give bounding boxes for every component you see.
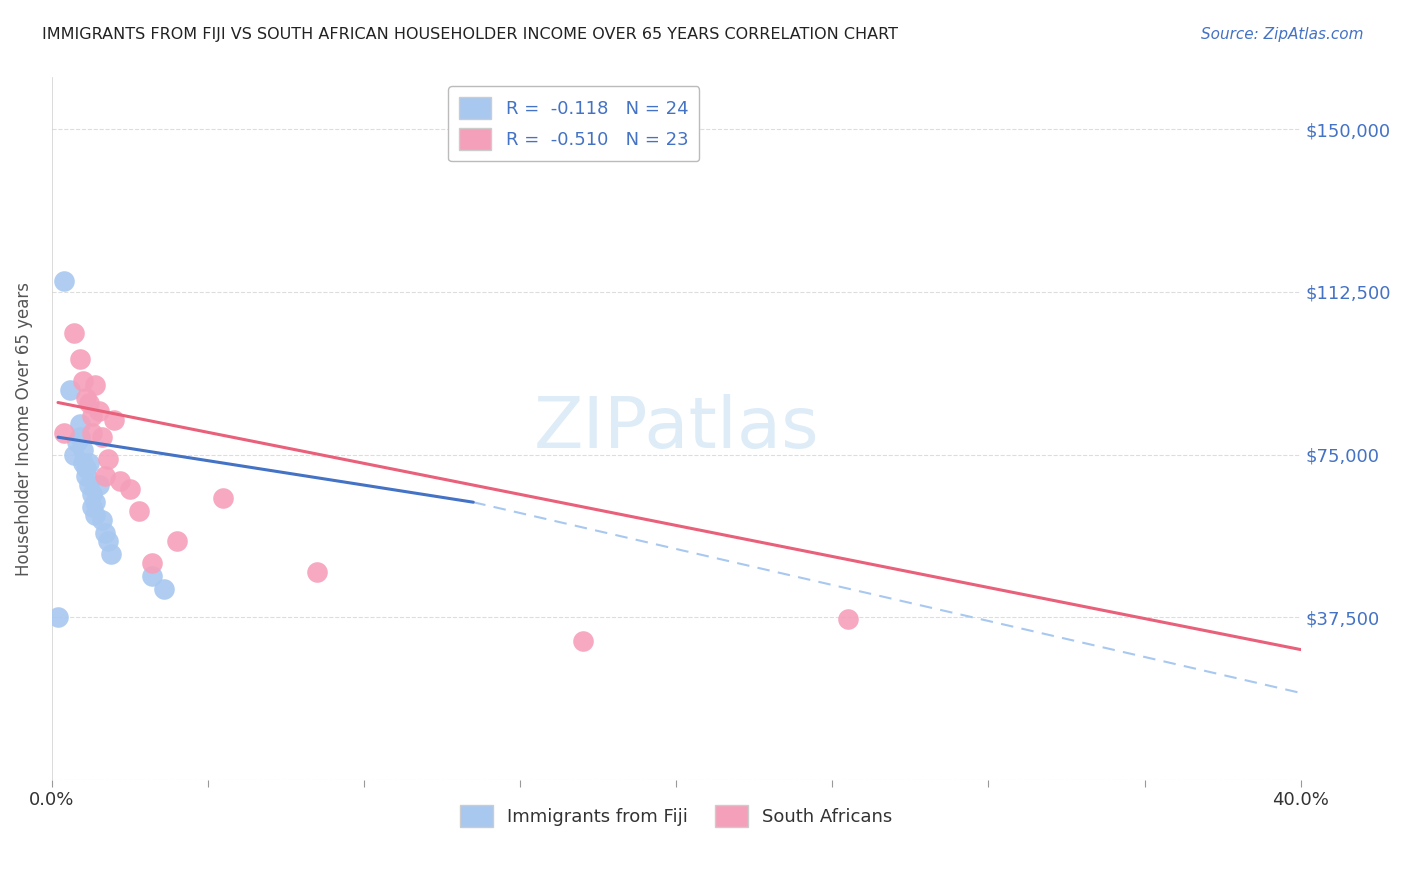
Point <box>62 326 84 341</box>
Point <box>72 374 94 388</box>
Point <box>77 456 100 470</box>
Point <box>94 525 117 540</box>
Point <box>97 534 120 549</box>
Point <box>90 512 112 526</box>
Point <box>307 565 329 579</box>
Point <box>84 495 107 509</box>
Point <box>212 491 235 505</box>
Text: IMMIGRANTS FROM FIJI VS SOUTH AFRICAN HOUSEHOLDER INCOME OVER 65 YEARS CORRELATI: IMMIGRANTS FROM FIJI VS SOUTH AFRICAN HO… <box>42 27 898 42</box>
Point <box>82 425 104 440</box>
Point <box>53 425 76 440</box>
Point <box>75 460 97 475</box>
Text: ZIPatlas: ZIPatlas <box>533 394 820 463</box>
Point <box>141 556 163 570</box>
Point <box>103 413 125 427</box>
Legend: Immigrants from Fiji, South Africans: Immigrants from Fiji, South Africans <box>453 797 900 834</box>
Point <box>82 486 104 500</box>
Point <box>66 434 89 449</box>
Point <box>118 482 141 496</box>
Point <box>69 430 91 444</box>
Point <box>69 352 91 367</box>
Point <box>75 469 97 483</box>
Point <box>87 478 110 492</box>
Text: Source: ZipAtlas.com: Source: ZipAtlas.com <box>1201 27 1364 42</box>
Point <box>571 634 593 648</box>
Point <box>153 582 176 596</box>
Point <box>87 404 110 418</box>
Point <box>77 478 100 492</box>
Point <box>77 395 100 409</box>
Point <box>837 612 859 626</box>
Point <box>128 504 150 518</box>
Point <box>82 409 104 423</box>
Y-axis label: Householder Income Over 65 years: Householder Income Over 65 years <box>15 282 32 575</box>
Point <box>100 547 122 561</box>
Point <box>69 417 91 432</box>
Point <box>84 378 107 392</box>
Point <box>53 274 76 288</box>
Point <box>72 456 94 470</box>
Point <box>97 451 120 466</box>
Point <box>72 443 94 458</box>
Point <box>84 508 107 523</box>
Point <box>166 534 188 549</box>
Point <box>94 469 117 483</box>
Point <box>110 474 132 488</box>
Point <box>141 569 163 583</box>
Point <box>46 610 69 624</box>
Point <box>59 383 82 397</box>
Point <box>75 391 97 405</box>
Point <box>62 448 84 462</box>
Point <box>90 430 112 444</box>
Point <box>82 500 104 514</box>
